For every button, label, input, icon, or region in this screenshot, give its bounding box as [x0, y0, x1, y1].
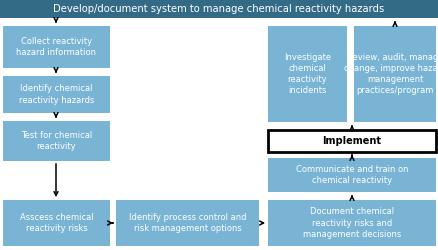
- Text: Document chemical
reactivity risks and
management decisions: Document chemical reactivity risks and m…: [302, 208, 400, 238]
- Bar: [3, 121, 110, 161]
- Bar: [0, 0, 438, 18]
- Bar: [3, 76, 110, 113]
- Text: Collect reactivity
hazard information: Collect reactivity hazard information: [17, 37, 96, 57]
- Text: Test for chemical
reactivity: Test for chemical reactivity: [21, 131, 92, 151]
- Text: Review, audit, manage
change, improve hazard
management
practices/program: Review, audit, manage change, improve ha…: [343, 53, 438, 95]
- Bar: [353, 26, 435, 122]
- Text: Identify process control and
risk management options: Identify process control and risk manage…: [128, 213, 246, 233]
- Text: Implement: Implement: [322, 136, 381, 146]
- Text: Communicate and train on
chemical reactivity: Communicate and train on chemical reacti…: [295, 165, 407, 185]
- Text: Develop/document system to manage chemical reactivity hazards: Develop/document system to manage chemic…: [53, 4, 384, 14]
- Bar: [267, 26, 346, 122]
- Bar: [116, 200, 258, 246]
- Text: Investigate
chemical
reactivity
incidents: Investigate chemical reactivity incident…: [283, 53, 330, 95]
- Text: Asscess chemical
reactivity risks: Asscess chemical reactivity risks: [20, 213, 93, 233]
- Bar: [267, 200, 435, 246]
- Bar: [3, 26, 110, 68]
- Text: Identify chemical
reactivity hazards: Identify chemical reactivity hazards: [19, 84, 94, 104]
- Bar: [267, 158, 435, 192]
- Bar: [267, 130, 435, 152]
- Bar: [3, 200, 110, 246]
